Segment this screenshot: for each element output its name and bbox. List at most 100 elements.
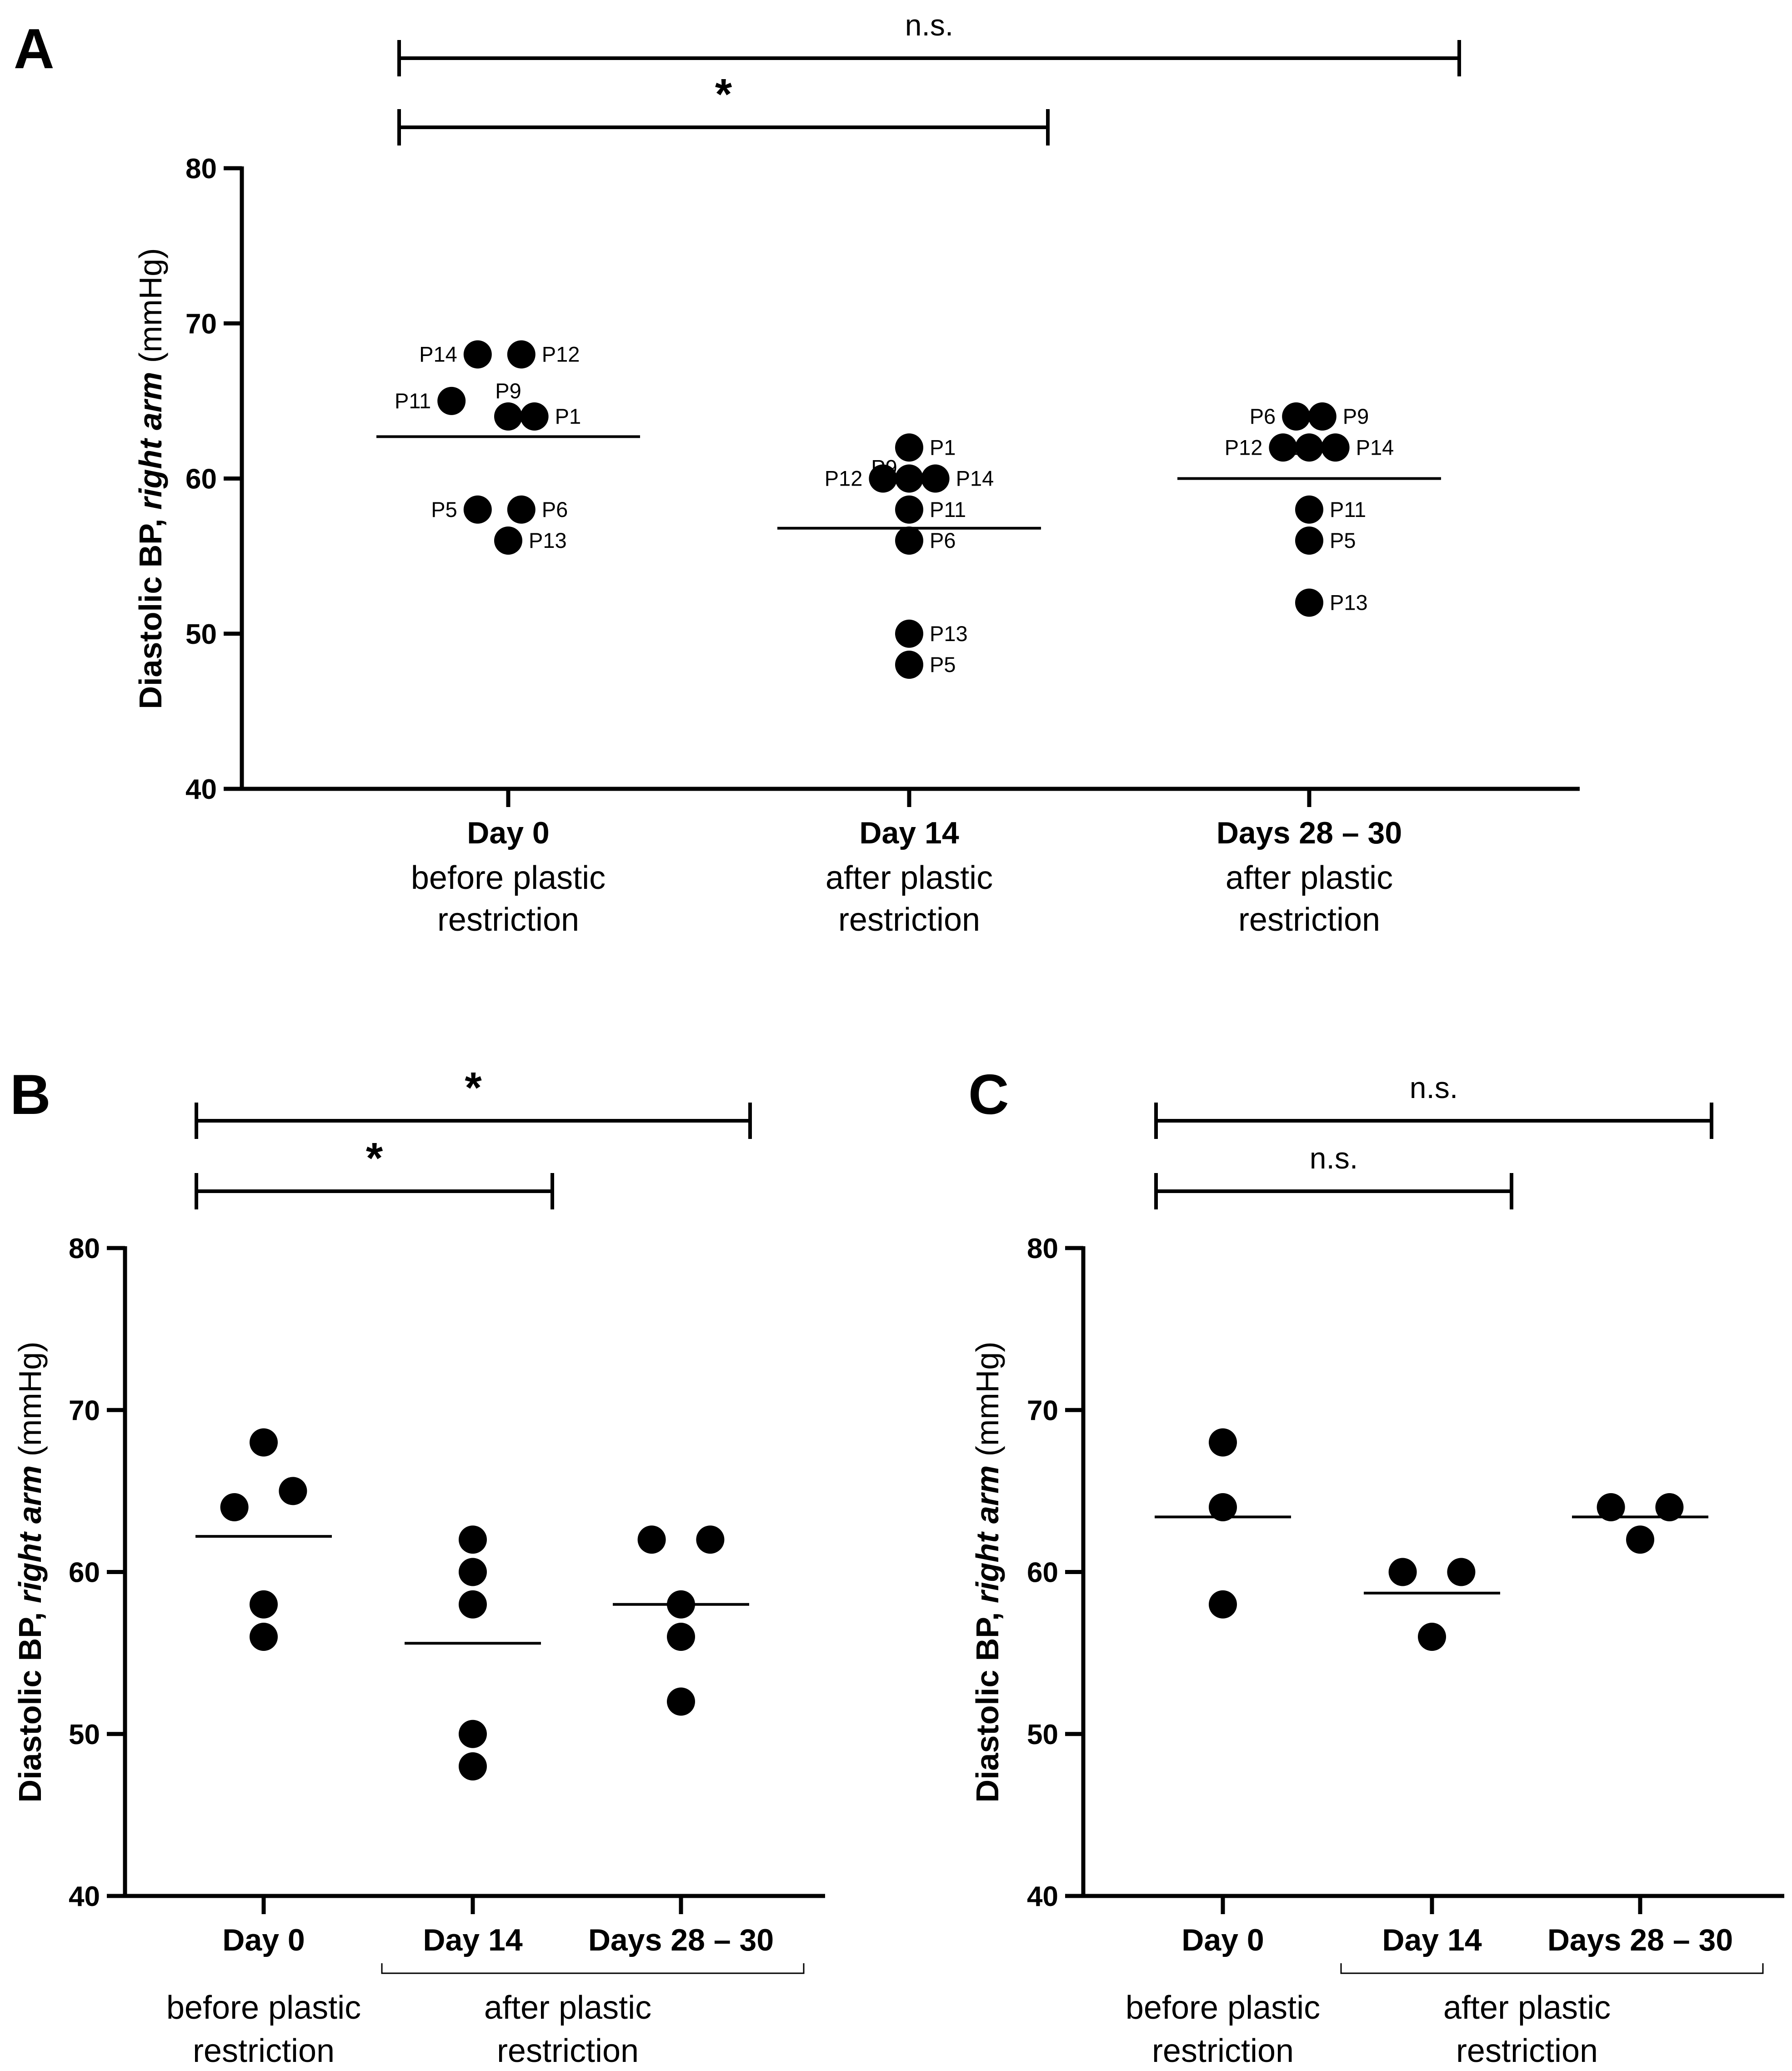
data-point <box>507 495 536 524</box>
point-label: P5 <box>431 497 457 522</box>
significance-label: n.s. <box>1310 1141 1358 1175</box>
x-category-label: Day 0 <box>467 816 549 850</box>
panel-letter: B <box>10 1063 51 1126</box>
y-label-prefix: Diastolic BP, <box>12 1603 48 1802</box>
data-point <box>1295 495 1323 524</box>
point-label: P11 <box>930 497 966 522</box>
point-label: P14 <box>419 342 457 366</box>
y-tick-label: 40 <box>1027 1881 1058 1912</box>
point-label: P13 <box>529 528 567 552</box>
group-label: restriction <box>497 2033 639 2069</box>
x-category-sublabel: before plastic <box>411 860 606 896</box>
point-label: P11 <box>395 389 431 413</box>
data-point <box>1308 402 1336 431</box>
y-tick-label: 50 <box>185 619 217 650</box>
y-tick-label: 60 <box>1027 1557 1058 1589</box>
data-point <box>696 1525 725 1554</box>
y-tick-label: 60 <box>185 464 217 495</box>
y-axis-label: Diastolic BP, right arm (mmHg) <box>12 1342 48 1803</box>
data-point <box>1418 1623 1446 1651</box>
data-point <box>1282 402 1311 431</box>
group-label: after plastic <box>1443 1990 1611 2026</box>
group-label: restriction <box>1152 2033 1294 2069</box>
x-category-label: Day 0 <box>1181 1923 1264 1957</box>
data-point <box>459 1752 487 1780</box>
data-point <box>459 1590 487 1619</box>
point-label: P6 <box>930 528 956 552</box>
data-point <box>250 1623 278 1651</box>
data-point <box>637 1525 666 1554</box>
group-label: restriction <box>1456 2033 1598 2069</box>
data-point <box>1597 1493 1625 1521</box>
point-label: P6 <box>542 497 568 522</box>
data-point <box>667 1590 695 1619</box>
data-point <box>1388 1558 1417 1586</box>
y-axis-label: Diastolic BP, right arm (mmHg) <box>133 248 168 709</box>
y-label-italic: right arm <box>970 1465 1005 1603</box>
data-point <box>494 402 522 431</box>
point-label: P1 <box>930 435 956 459</box>
group-label: restriction <box>193 2033 335 2069</box>
y-tick-label: 40 <box>69 1881 100 1912</box>
x-category-label: Day 0 <box>222 1923 305 1957</box>
data-point <box>494 527 522 555</box>
y-label-suffix: (mmHg) <box>970 1342 1005 1465</box>
x-category-sublabel: restriction <box>1238 902 1380 938</box>
y-label-suffix: (mmHg) <box>12 1342 48 1465</box>
data-point <box>667 1687 695 1716</box>
data-point <box>1209 1428 1237 1457</box>
data-point <box>279 1477 307 1505</box>
x-category-sublabel: after plastic <box>1226 860 1393 896</box>
point-label: P1 <box>555 404 581 428</box>
y-tick-label: 70 <box>185 308 217 340</box>
point-label: P6 <box>1250 404 1276 428</box>
y-label-prefix: Diastolic BP, <box>970 1603 1005 1802</box>
y-tick-label: 70 <box>1027 1395 1058 1426</box>
y-tick-label: 50 <box>1027 1719 1058 1750</box>
y-tick-label: 70 <box>69 1395 100 1426</box>
data-point <box>895 527 923 555</box>
point-label: P5 <box>1330 528 1356 552</box>
x-category-sublabel: restriction <box>437 902 579 938</box>
group-label: after plastic <box>484 1990 651 2026</box>
data-point <box>463 495 492 524</box>
data-point <box>250 1428 278 1457</box>
data-point <box>459 1525 487 1554</box>
panel-letter: A <box>14 18 55 80</box>
point-label: P9 <box>495 379 521 403</box>
group-bracket <box>381 1963 805 1974</box>
point-label: P13 <box>1330 591 1368 615</box>
data-point <box>507 340 536 369</box>
x-category-sublabel: after plastic <box>826 860 993 896</box>
y-label-italic: right arm <box>133 372 168 510</box>
point-label: P9 <box>871 456 897 480</box>
data-point <box>459 1720 487 1748</box>
significance-label: * <box>366 1134 383 1183</box>
data-point <box>250 1590 278 1619</box>
data-point <box>1626 1525 1654 1554</box>
data-point <box>895 464 923 493</box>
x-category-sublabel: restriction <box>838 902 980 938</box>
panel-a: A 40 50 60 70 80 Diastolic BP, right arm (mmHg… <box>14 8 1580 938</box>
data-point <box>520 402 549 431</box>
data-point <box>1321 433 1350 462</box>
point-label: P14 <box>1356 435 1394 459</box>
point-label: P14 <box>956 466 994 491</box>
data-point <box>1295 588 1323 617</box>
x-category-label: Days 28 – 30 <box>588 1923 774 1957</box>
x-category-label: Day 14 <box>423 1923 522 1957</box>
data-point <box>895 433 923 462</box>
significance-label: n.s. <box>905 8 953 42</box>
y-label-italic: right arm <box>12 1465 48 1603</box>
y-tick-label: 80 <box>1027 1233 1058 1264</box>
data-point <box>869 464 897 493</box>
data-point <box>921 464 950 493</box>
data-point <box>895 619 923 648</box>
panel-c: C 40 50 60 70 80 Diastolic BP, right arm (mmHg… <box>968 1063 1784 2069</box>
data-point <box>459 1558 487 1586</box>
point-label: P5 <box>930 652 956 677</box>
panel-b: B 40 50 60 70 80 Diastolic BP, right arm (mmHg… <box>10 1063 825 2069</box>
point-label: P9 <box>1343 404 1369 428</box>
y-tick-label: 40 <box>185 774 217 805</box>
